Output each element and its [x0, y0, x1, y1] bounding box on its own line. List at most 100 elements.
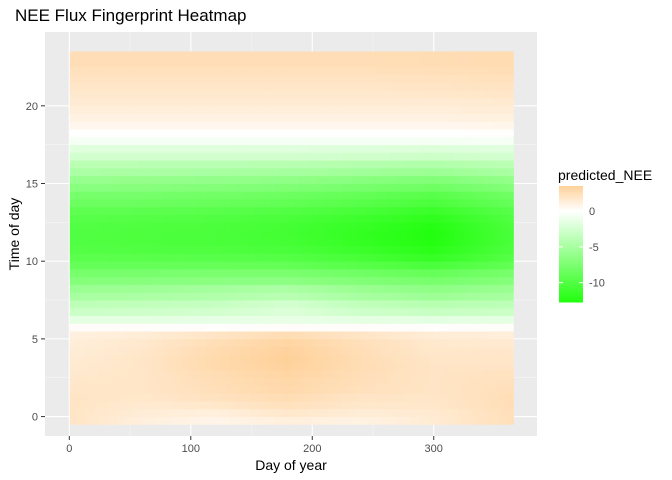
- legend-title: predicted_NEE: [558, 167, 652, 183]
- legend-color-step: [559, 198, 583, 201]
- heatmap-cell: [123, 51, 129, 68]
- heatmap-cell: [118, 51, 124, 68]
- legend-color-step: [559, 250, 583, 253]
- heatmap-cell: [113, 51, 119, 68]
- legend-color-step: [559, 254, 583, 257]
- legend-color-step: [559, 230, 583, 233]
- heatmap-cell: [89, 51, 95, 68]
- heatmap-cell: [424, 51, 430, 68]
- heatmap-cell: [497, 51, 503, 68]
- legend-color-step: [559, 208, 583, 211]
- heatmap-cell: [444, 51, 450, 68]
- legend-color-step: [559, 242, 583, 245]
- heatmap-cell: [512, 51, 514, 68]
- heatmap-cell: [137, 51, 144, 68]
- legend-color-step: [559, 292, 583, 295]
- heatmap-cell: [69, 51, 76, 68]
- heatmap-cell: [507, 51, 513, 68]
- heatmap-cell: [133, 51, 139, 68]
- legend-color-step: [559, 202, 583, 205]
- legend-color-step: [559, 188, 583, 191]
- legend-colorbar: [559, 186, 583, 303]
- legend-color-step: [559, 186, 583, 189]
- heatmap-cell: [371, 51, 377, 68]
- chart-title: NEE Flux Fingerprint Heatmap: [15, 6, 246, 25]
- heatmap-cell: [376, 51, 382, 68]
- heatmap-cell: [448, 51, 455, 68]
- legend-color-step: [559, 280, 583, 283]
- heatmap-cell: [487, 51, 494, 68]
- heatmap-cell: [405, 51, 411, 68]
- heatmap-cell: [410, 51, 416, 68]
- heatmap-cell: [478, 51, 484, 68]
- legend-color-step: [559, 216, 583, 219]
- legend-color-step: [559, 196, 583, 199]
- heatmap-cell: [380, 51, 387, 68]
- heatmap-cell: [259, 51, 265, 68]
- legend-label: -10: [589, 278, 605, 290]
- heatmap-cell: [468, 51, 474, 68]
- legend-color-step: [559, 288, 583, 291]
- legend-color-step: [559, 262, 583, 265]
- heatmap-cell: [225, 51, 231, 68]
- y-tick-label: 0: [32, 412, 38, 424]
- heatmap-cell: [249, 51, 255, 68]
- legend-color-step: [559, 206, 583, 209]
- legend-color-step: [559, 274, 583, 277]
- legend-color-step: [559, 228, 583, 231]
- legend-color-step: [559, 210, 583, 213]
- legend-color-step: [559, 286, 583, 289]
- heatmap-cell: [346, 51, 353, 68]
- heatmap-cell: [492, 51, 498, 68]
- heatmap-cell: [458, 51, 464, 68]
- heatmap-cell: [254, 51, 260, 68]
- legend-color-step: [559, 248, 583, 251]
- heatmap-cell: [94, 51, 100, 68]
- heatmap-cell: [283, 51, 289, 68]
- heatmap-cell: [167, 51, 173, 68]
- heatmap-cell: [342, 51, 348, 68]
- x-tick-label: 100: [182, 443, 200, 455]
- heatmap-cell: [303, 51, 309, 68]
- heatmap-cell: [385, 51, 392, 68]
- heatmap-cell: [419, 51, 426, 68]
- legend-color-step: [559, 224, 583, 227]
- legend-color-step: [559, 246, 583, 249]
- heatmap-cell: [269, 51, 275, 68]
- heatmap-cell: [337, 51, 343, 68]
- legend-ticks: 0 -5 -10: [559, 206, 605, 290]
- legend-color-step: [559, 272, 583, 275]
- legend-color-step: [559, 264, 583, 267]
- heatmap-cell: [210, 51, 217, 68]
- legend-color-step: [559, 268, 583, 271]
- heatmap-cell: [181, 51, 187, 68]
- legend-color-step: [559, 282, 583, 285]
- legend-color-step: [559, 252, 583, 255]
- legend-color-step: [559, 278, 583, 281]
- legend-color-step: [559, 226, 583, 229]
- heatmap-cells: [69, 51, 514, 425]
- heatmap-cell: [473, 51, 479, 68]
- heatmap-cell: [128, 51, 134, 68]
- legend-color-step: [559, 290, 583, 293]
- legend-color-step: [559, 212, 583, 215]
- legend-color-step: [559, 300, 583, 303]
- heatmap-cell: [264, 51, 270, 68]
- legend-color-step: [559, 236, 583, 239]
- heatmap-cell: [230, 51, 236, 68]
- heatmap-cell: [395, 51, 401, 68]
- y-tick-label: 15: [26, 179, 38, 191]
- legend-color-step: [559, 238, 583, 241]
- heatmap-cell: [84, 51, 90, 68]
- legend: predicted_NEE 0 -5 -10: [558, 167, 652, 303]
- legend-color-step: [559, 232, 583, 235]
- legend-color-step: [559, 240, 583, 243]
- heatmap-cell: [239, 51, 246, 68]
- heatmap-cell: [205, 51, 212, 68]
- heatmap-cell: [103, 51, 110, 68]
- y-tick-label: 20: [26, 101, 38, 113]
- legend-label: 0: [589, 206, 595, 218]
- heatmap-cell: [322, 51, 328, 68]
- heatmap-cell: [356, 51, 362, 68]
